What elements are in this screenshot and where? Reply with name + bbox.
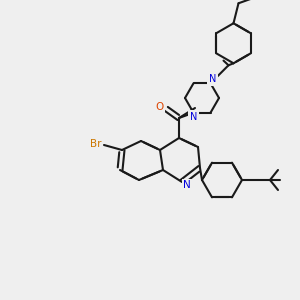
Text: N: N — [190, 112, 197, 122]
Text: Br: Br — [90, 139, 102, 149]
Text: N: N — [209, 74, 216, 84]
Text: N: N — [183, 180, 191, 190]
Text: O: O — [156, 102, 164, 112]
